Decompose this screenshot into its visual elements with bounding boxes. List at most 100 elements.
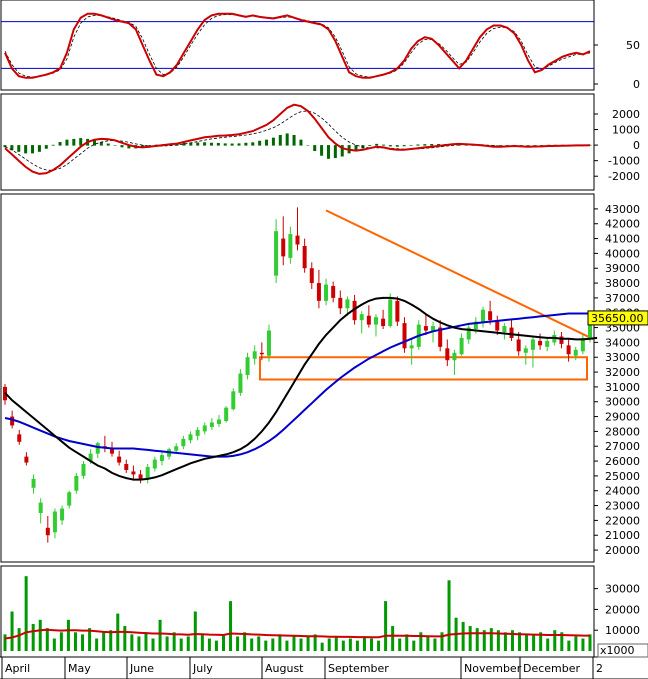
y-tick-label: 2000: [612, 108, 640, 121]
volume-bar: [525, 634, 529, 651]
volume-bar: [31, 623, 35, 651]
macd-histogram-bar: [182, 142, 186, 146]
candle-body: [331, 286, 336, 298]
volume-bar: [88, 628, 92, 651]
volume-bar: [334, 636, 338, 651]
volume-bar: [17, 628, 21, 651]
volume-bar: [186, 636, 190, 651]
candle-body: [545, 340, 550, 347]
volume-bar: [250, 638, 254, 651]
last-price-box: [587, 310, 648, 326]
candle-body: [402, 323, 407, 349]
y-tick-label: 24000: [605, 485, 640, 498]
volume-bar: [151, 638, 155, 651]
month-label: August: [265, 662, 304, 675]
macd-histogram-bar: [230, 143, 234, 146]
volume-bar: [207, 638, 211, 651]
macd-histogram-bar: [189, 142, 193, 146]
macd-histogram-bar: [258, 140, 262, 146]
candle-body: [409, 345, 414, 349]
candle-body: [45, 527, 50, 536]
volume-bar: [447, 580, 451, 651]
macd-histogram-bar: [326, 145, 330, 159]
y-tick-label: 28000: [605, 425, 640, 438]
volume-bar: [179, 638, 183, 651]
macd-histogram-bar: [148, 145, 152, 147]
candle-body: [530, 339, 535, 350]
y-tick-label: 43000: [605, 203, 640, 216]
oscillator-signal-line: [4, 14, 591, 78]
oscillator-panel: 50 0: [1, 12, 640, 91]
y-tick-label: 30000: [605, 583, 640, 596]
candle-body: [17, 434, 22, 442]
volume-bar: [405, 634, 409, 651]
macd-histogram-bar: [416, 144, 420, 146]
volume-bar: [229, 601, 233, 651]
macd-histogram-bar: [402, 145, 406, 147]
candle-body: [395, 300, 400, 322]
macd-histogram-bar: [533, 145, 537, 146]
candle-body: [52, 511, 57, 533]
volume-bar: [560, 632, 564, 651]
candle-body: [217, 419, 222, 424]
month-label: 2: [596, 662, 603, 675]
macd-histogram-bar: [127, 145, 131, 149]
candle-body: [245, 357, 250, 376]
volume-bar: [24, 576, 28, 651]
y-tick-label: 37000: [605, 292, 640, 305]
macd-histogram-bar: [382, 144, 386, 146]
candle-body: [88, 453, 93, 462]
y-tick-label: 34000: [605, 336, 640, 349]
volume-bar: [130, 634, 134, 651]
candle-body: [60, 508, 65, 521]
volume-bar: [214, 640, 218, 651]
volume-bar: [172, 632, 176, 651]
volume-bar: [355, 640, 359, 651]
volume-unit-label: x1000: [600, 644, 635, 657]
macd-histogram-bar: [216, 142, 220, 146]
candle-body: [10, 416, 15, 426]
volume-bar: [271, 638, 275, 651]
volume-bar: [3, 634, 7, 651]
candle-body: [580, 337, 585, 352]
volume-bar: [468, 626, 472, 651]
volume-bar: [299, 638, 303, 651]
volume-bar: [426, 636, 430, 651]
month-label: June: [129, 662, 154, 675]
candle-body: [588, 317, 592, 340]
candle-body: [573, 349, 578, 356]
candle-body: [431, 326, 436, 333]
candle-body: [302, 245, 307, 269]
y-tick-label: 40000: [605, 247, 640, 260]
volume-bar: [532, 634, 536, 651]
candle-body: [117, 456, 122, 463]
volume-bar: [489, 628, 493, 651]
candle-body: [480, 309, 485, 324]
candle-body: [124, 464, 129, 470]
candle-body: [359, 314, 364, 321]
macd-histogram-bar: [423, 144, 427, 146]
volume-bar: [320, 642, 324, 651]
short-moving-average-line: [4, 296, 598, 481]
candle-body: [309, 268, 314, 284]
volume-bar: [496, 630, 500, 651]
volume-bar: [461, 621, 465, 651]
volume-bar: [419, 632, 423, 651]
macd-histogram-bar: [292, 135, 296, 146]
volume-bar: [518, 632, 522, 651]
y-tick-label: 1000: [612, 124, 640, 137]
month-label: April: [5, 662, 30, 675]
volume-bar: [384, 601, 388, 651]
volume-bar: [341, 640, 345, 651]
volume-bar: [553, 630, 557, 651]
month-label: September: [328, 662, 389, 675]
candle-body: [466, 327, 471, 340]
volume-bar: [327, 638, 331, 651]
macd-histogram-bar: [24, 145, 28, 154]
candle-body: [224, 407, 229, 422]
macd-histogram-bar: [203, 142, 207, 146]
candle-body: [459, 337, 464, 355]
candle-body: [445, 348, 450, 361]
